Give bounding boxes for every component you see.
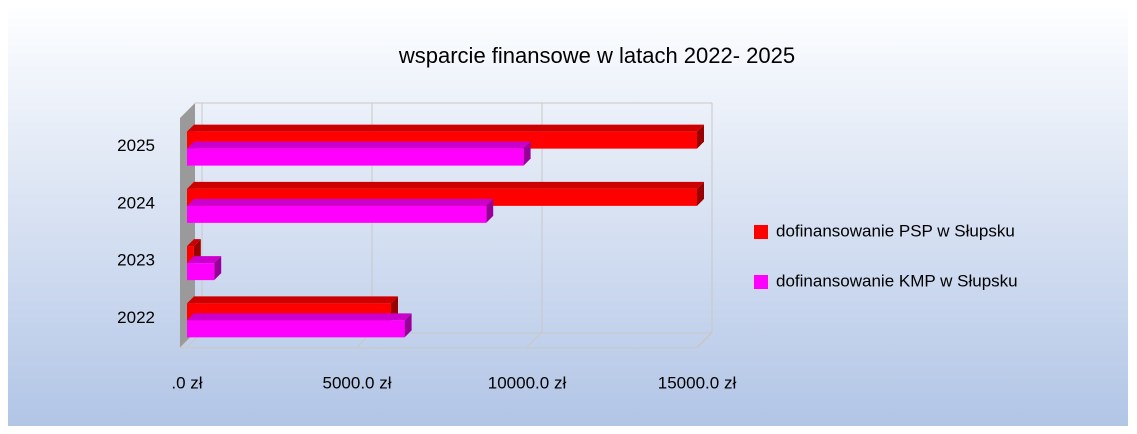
bar	[187, 320, 405, 338]
y-tick-label: 2024	[117, 193, 155, 212]
legend-swatch	[754, 225, 768, 239]
x-tick-label: 5000.0 zł	[323, 373, 392, 392]
grid-floor-line	[696, 331, 713, 348]
x-tick-label: 10000.0 zł	[488, 373, 567, 392]
floor	[178, 332, 714, 349]
grid-floor-line	[526, 331, 543, 348]
bar-top	[187, 181, 704, 189]
bar	[187, 246, 194, 264]
legend-swatch	[754, 275, 768, 289]
legend-label: dofinansowanie KMP w Słupsku	[776, 271, 1018, 290]
bar-end	[404, 313, 412, 338]
bar	[187, 263, 215, 281]
y-tick-label: 2025	[117, 136, 155, 155]
bar-end	[486, 198, 494, 223]
x-tick-label: 15000.0 zł	[658, 373, 737, 392]
bar	[187, 205, 487, 223]
bar-top	[187, 198, 494, 206]
bar-top	[187, 313, 412, 321]
bar-end	[697, 181, 704, 206]
bar-top	[187, 141, 531, 149]
bar-end	[697, 124, 704, 149]
chart-title: wsparcie finansowe w latach 2022- 2025	[398, 43, 795, 68]
background	[8, 8, 1128, 426]
legend-label: dofinansowanie PSP w Słupsku	[776, 221, 1015, 240]
bar-end	[523, 141, 531, 166]
bar-top	[187, 296, 398, 304]
y-tick-label: 2023	[117, 251, 155, 270]
x-tick-label: .0 zł	[171, 373, 202, 392]
y-tick-label: 2022	[117, 308, 155, 327]
bar-end	[214, 256, 222, 281]
bar-top	[187, 239, 201, 247]
bar-top	[187, 256, 222, 264]
bar	[187, 148, 524, 166]
bar-top	[187, 124, 704, 132]
